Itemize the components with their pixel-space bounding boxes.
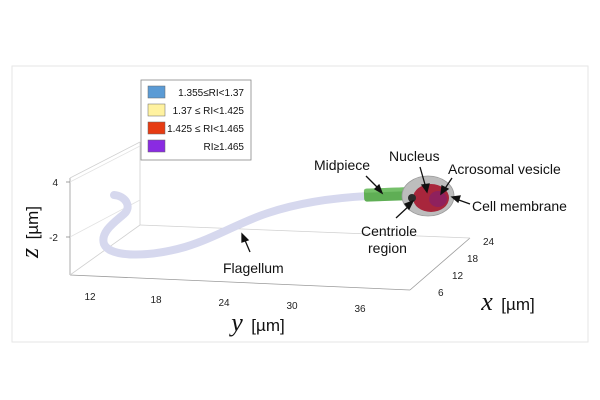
x-axis-name: x (480, 287, 493, 316)
x-tick-label: 18 (467, 254, 479, 265)
midpiece-label: Midpiece (314, 157, 370, 173)
z-tick-label: -2 (49, 233, 58, 244)
x-tick-label: 12 (452, 271, 464, 282)
centriole-label-line2: region (368, 240, 407, 256)
y-axis-name: y (228, 308, 243, 337)
y-axis-title: y [µm] (228, 308, 284, 337)
legend-label: 1.355≤RI<1.37 (178, 88, 244, 99)
y-tick-label: 18 (150, 295, 162, 306)
legend-label: 1.425 ≤ RI<1.465 (167, 124, 244, 135)
y-tick-label: 30 (286, 301, 298, 312)
x-tick-label: 24 (483, 237, 495, 248)
x-axis-line (409, 237, 471, 291)
back-edge-1 (69, 141, 141, 179)
y-tick-label: 24 (218, 298, 230, 309)
y-tick-label: 12 (84, 292, 96, 303)
legend-swatch (147, 121, 166, 135)
centriole-label-line1: Centriole (361, 223, 417, 239)
cell-membrane-label: Cell membrane (472, 198, 567, 214)
legend-label: 1.37 ≤ RI<1.425 (173, 106, 245, 117)
flagellum-label: Flagellum (223, 260, 284, 276)
z-ticks: 4 -2 (49, 178, 70, 244)
legend: 1.355≤RI<1.37 1.37 ≤ RI<1.425 1.425 ≤ RI… (140, 79, 252, 161)
y-axis-line (69, 274, 411, 291)
legend-swatch (147, 103, 166, 117)
y-axis-unit: [µm] (251, 316, 284, 335)
legend-swatch (147, 139, 166, 153)
legend-swatch (147, 85, 166, 99)
annotation-arrows (241, 166, 471, 253)
x-axis-unit: [µm] (501, 295, 534, 314)
x-tick-label: 6 (438, 288, 444, 299)
z-axis-title: z [µm] (15, 206, 44, 259)
flagellum (99, 191, 372, 259)
back-edge-4 (139, 224, 471, 239)
y-ticks: 12 18 24 30 36 (84, 292, 366, 315)
z-axis-name: z (15, 248, 44, 259)
x-ticks: 24 18 12 6 (438, 237, 495, 299)
svg-text:z [µm]: z [µm] (15, 206, 44, 259)
x-axis-title: x [µm] (480, 287, 534, 316)
acrosomal-vesicle-shape (429, 191, 447, 207)
sperm-head (401, 175, 455, 217)
z-tick-label: 4 (52, 178, 58, 189)
figure-frame (11, 65, 589, 343)
acrosomal-vesicle-label: Acrosomal vesicle (448, 161, 561, 177)
legend-label: RI≥1.465 (203, 142, 244, 153)
y-tick-label: 36 (354, 304, 366, 315)
z-axis-unit: [µm] (23, 206, 42, 239)
nucleus-label: Nucleus (389, 148, 440, 164)
